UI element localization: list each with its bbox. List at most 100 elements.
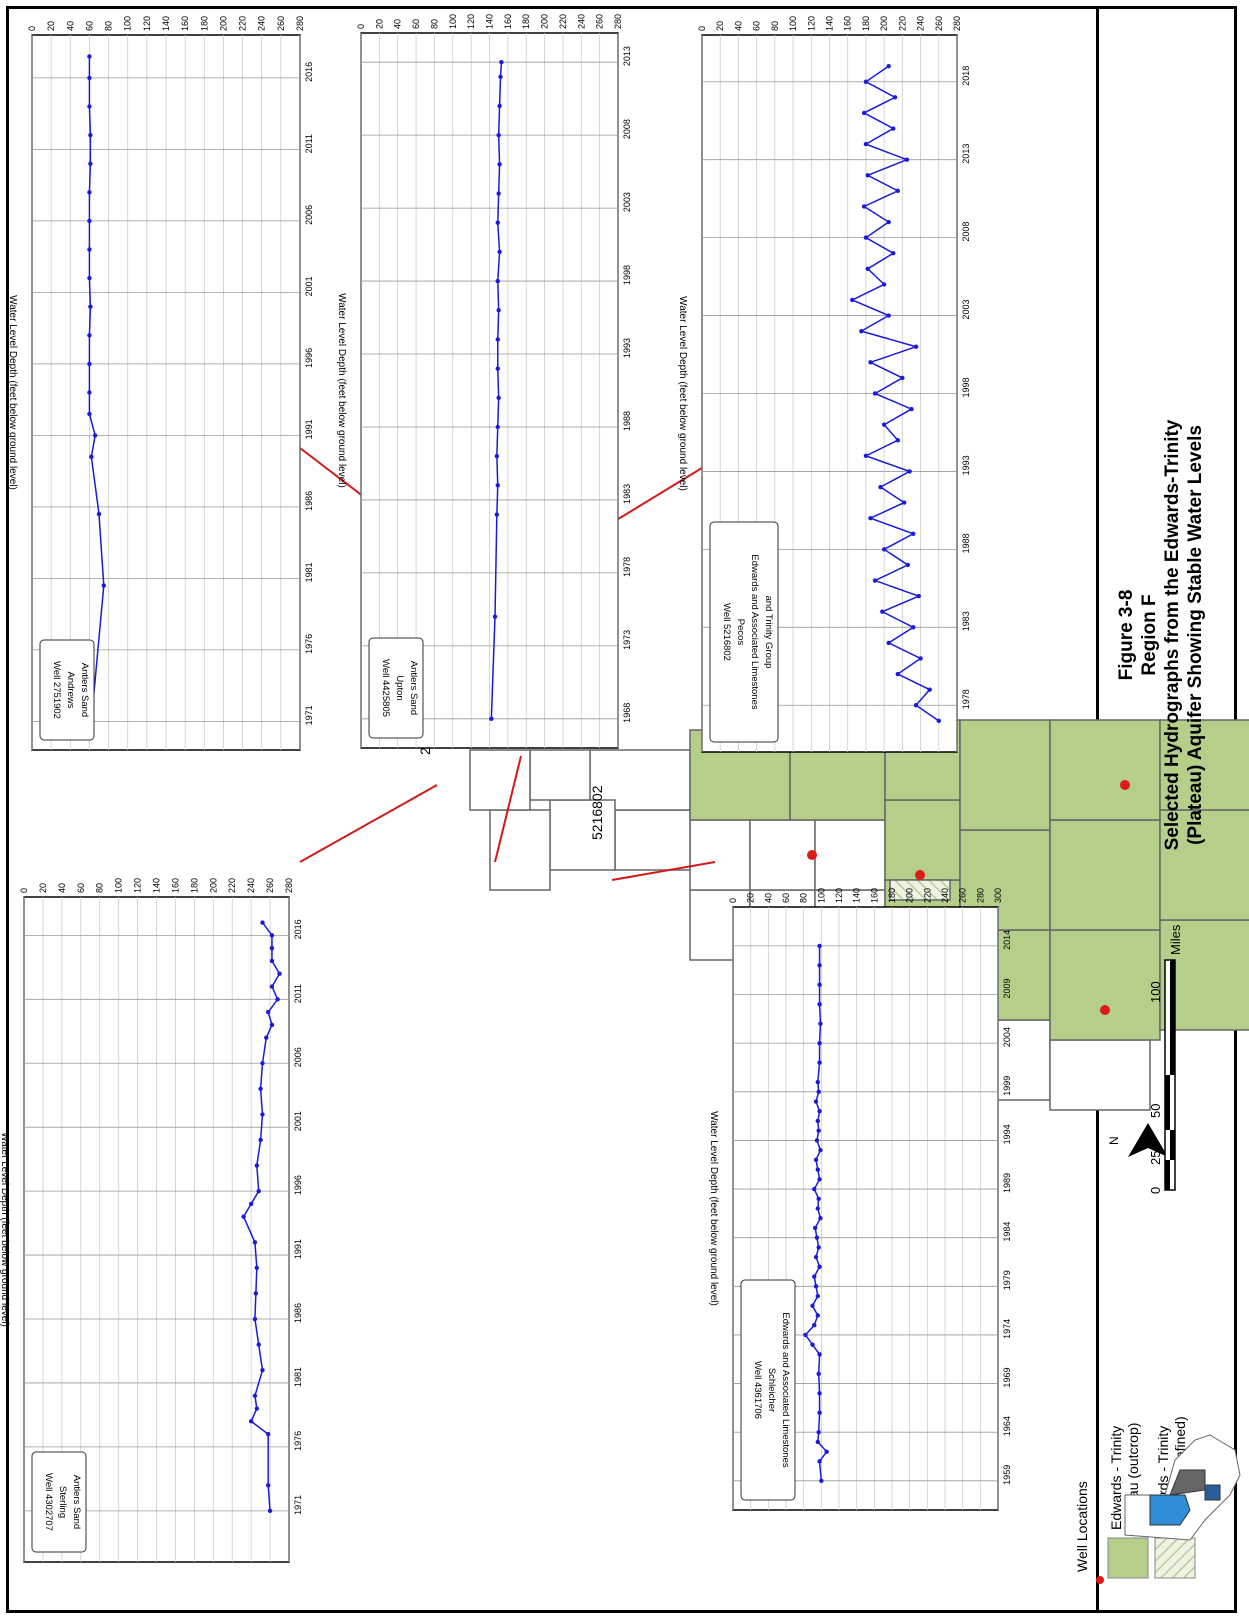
county	[489, 809, 551, 891]
data-point	[817, 1264, 822, 1270]
data-point	[496, 395, 501, 400]
data-point	[817, 1177, 822, 1182]
data-point	[269, 1022, 275, 1028]
depth-tick-label: 60	[76, 883, 86, 893]
data-point	[886, 313, 891, 318]
data-point	[497, 103, 502, 109]
data-point	[260, 920, 265, 925]
depth-tick-label: 20	[374, 19, 384, 29]
year-tick-label: 1976	[304, 634, 314, 654]
scale-bar-segment	[1170, 960, 1175, 1075]
year-tick-label: 1979	[1002, 1270, 1012, 1290]
north-arrow-icon	[1128, 1123, 1148, 1157]
data-point	[818, 1216, 823, 1221]
year-tick-label: 2011	[293, 984, 303, 1003]
data-point	[918, 656, 923, 661]
year-tick-label: 1959	[1002, 1465, 1012, 1485]
data-point	[850, 297, 855, 303]
depth-tick-label: 80	[770, 21, 780, 31]
depth-tick-label: 220	[922, 888, 932, 903]
data-point	[87, 333, 92, 338]
data-point	[815, 1206, 820, 1211]
depth-tick-label: 260	[265, 878, 275, 893]
year-tick-label: 1989	[1002, 1173, 1012, 1193]
data-point	[817, 1459, 822, 1464]
figure-title-line2: (Plateau) Aquifer Showing Stable Water L…	[1185, 425, 1206, 845]
data-point	[880, 609, 885, 614]
data-point	[241, 1214, 246, 1219]
depth-tick-label: 180	[887, 888, 897, 903]
year-tick-label: 2013	[622, 46, 632, 66]
well-info-box	[368, 637, 424, 739]
well-marker	[807, 850, 817, 860]
depth-tick-label: 100	[816, 888, 826, 903]
data-point	[881, 422, 887, 427]
year-tick-label: 2013	[961, 144, 971, 164]
year-tick-label: 1983	[961, 611, 971, 631]
data-point	[810, 1303, 815, 1308]
depth-tick-label: 200	[879, 16, 889, 31]
depth-tick-label: 160	[843, 16, 853, 31]
data-point	[901, 500, 907, 505]
data-point	[861, 110, 867, 116]
year-tick-label: 2006	[304, 205, 314, 225]
data-point	[87, 218, 92, 224]
data-point	[87, 275, 92, 281]
depth-tick-label: 120	[133, 878, 143, 893]
well-info-line: Edwards and Associated Limestones	[780, 1312, 791, 1468]
county	[884, 799, 961, 881]
data-point	[863, 235, 869, 240]
data-point	[275, 997, 280, 1002]
hydrograph-4425805: 0 20 40 60 80 100 120 140 160 180 200 220 240 260 280 1…	[336, 14, 632, 749]
depth-tick-label: 140	[485, 14, 495, 29]
depth-tick-label: 180	[861, 16, 871, 31]
depth-tick-label: 0	[697, 26, 707, 31]
year-tick-label: 1973	[622, 630, 632, 650]
year-tick-label: 2006	[293, 1047, 303, 1067]
data-point	[803, 1332, 808, 1338]
legend-outcrop-swatch	[1107, 1537, 1149, 1579]
data-point	[891, 251, 896, 256]
data-point	[88, 161, 93, 166]
data-point	[815, 1079, 820, 1085]
depth-tick-label: 220	[227, 878, 237, 893]
county	[1159, 719, 1249, 811]
data-point	[496, 132, 501, 138]
data-point	[911, 531, 916, 536]
data-point	[904, 157, 910, 162]
year-tick-label: 2004	[1002, 1027, 1012, 1047]
data-point	[254, 1163, 260, 1168]
data-point	[813, 1099, 819, 1104]
year-tick-label: 2008	[622, 119, 632, 139]
depth-tick-label: 160	[869, 888, 879, 903]
data-point	[264, 1035, 269, 1040]
data-point	[813, 1284, 819, 1289]
data-point	[886, 219, 891, 225]
year-tick-label: 1991	[304, 419, 314, 439]
neighbor-region	[1204, 1484, 1221, 1501]
data-point	[872, 391, 878, 396]
depth-tick-label: 140	[852, 888, 862, 903]
well-info-line: Antlers Sand	[408, 661, 419, 715]
data-point	[258, 1137, 263, 1143]
year-tick-label: 2014	[1002, 930, 1012, 950]
year-tick-label: 1998	[622, 265, 632, 285]
depth-tick-label: 160	[180, 16, 190, 31]
data-point	[495, 278, 500, 284]
data-point	[269, 945, 275, 951]
well-info-line: Well 4302707	[43, 1473, 54, 1531]
data-point	[260, 1061, 265, 1066]
data-point	[881, 282, 887, 287]
data-point	[267, 1508, 273, 1514]
year-tick-label: 1988	[622, 411, 632, 431]
depth-tick-label: 220	[238, 16, 248, 31]
depth-tick-label: 100	[788, 16, 798, 31]
depth-tick-label: 160	[503, 14, 513, 29]
year-tick-label: 2016	[293, 919, 303, 939]
data-point	[812, 1323, 817, 1328]
data-point	[861, 204, 867, 209]
data-point	[936, 718, 941, 724]
year-tick-label: 1978	[961, 689, 971, 709]
